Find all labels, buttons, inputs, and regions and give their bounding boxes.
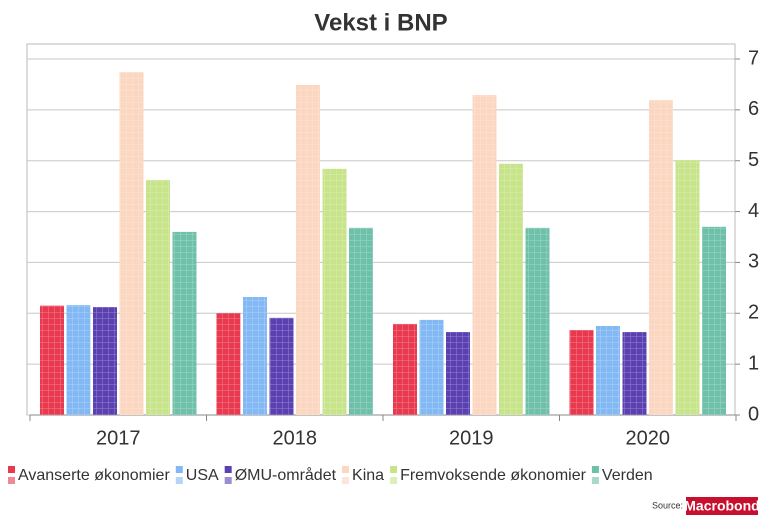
legend-swatch (224, 477, 232, 484)
legend-swatch (591, 466, 599, 473)
source-label: Source: (652, 500, 683, 510)
bar-hatch (569, 330, 594, 415)
y-tick-label: 0 (748, 403, 759, 425)
y-tick-label: 1 (748, 352, 759, 374)
bar-hatch (649, 100, 673, 416)
legend-swatch (175, 477, 183, 484)
bar-hatch (93, 307, 117, 415)
legend-label: USA (186, 467, 219, 484)
legend-swatch (390, 466, 398, 473)
y-tick-label: 5 (748, 149, 759, 171)
legend-label: Kina (352, 467, 384, 484)
legend-label: Verden (602, 467, 653, 484)
legend-label: Fremvoksende økonomier (400, 467, 587, 484)
bar-hatch (269, 317, 294, 415)
x-tick-label: 2020 (626, 427, 671, 449)
bar-hatch (243, 297, 267, 415)
legend-swatch (224, 466, 232, 473)
legend-label: ØMU-området (235, 466, 337, 484)
bar-hatch (296, 84, 320, 416)
x-tick-label: 2017 (96, 427, 141, 449)
bar-hatch (349, 227, 373, 415)
bar-hatch (66, 305, 91, 415)
legend-label: Avanserte økonomier (18, 467, 170, 484)
x-tick-label: 2018 (273, 427, 318, 449)
legend-swatch (342, 466, 350, 473)
x-tick-label: 2019 (449, 427, 494, 449)
bar-hatch (40, 305, 64, 415)
bar-hatch (596, 326, 620, 415)
bar-hatch (499, 163, 523, 415)
legend-swatch (175, 466, 183, 473)
bar-hatch (146, 180, 170, 415)
y-tick-label: 6 (748, 98, 759, 120)
chart-title: Vekst i BNP (314, 9, 447, 36)
bar-hatch (119, 72, 144, 416)
bar-hatch (446, 332, 470, 415)
bar-hatch (472, 95, 497, 415)
bar-hatch (419, 319, 444, 415)
legend-swatch (342, 477, 350, 484)
legend-swatch (8, 466, 15, 473)
bar-hatch (393, 323, 417, 415)
y-tick-label: 7 (748, 47, 759, 69)
legend-swatch (8, 477, 15, 484)
y-tick-label: 3 (748, 251, 759, 273)
bar-hatch (525, 227, 550, 415)
bar-hatch (675, 160, 700, 415)
source-logo: Macrobond (684, 498, 759, 514)
legend-swatch (390, 477, 398, 484)
source-logo-bg (686, 497, 758, 515)
bar-hatch (322, 168, 347, 415)
legend-swatch (591, 477, 599, 484)
y-tick-label: 2 (748, 302, 759, 324)
bar-hatch (172, 231, 197, 415)
bar-hatch (622, 332, 647, 415)
y-tick-label: 4 (748, 200, 759, 222)
bar-hatch (702, 226, 726, 415)
bar-hatch (216, 313, 241, 415)
